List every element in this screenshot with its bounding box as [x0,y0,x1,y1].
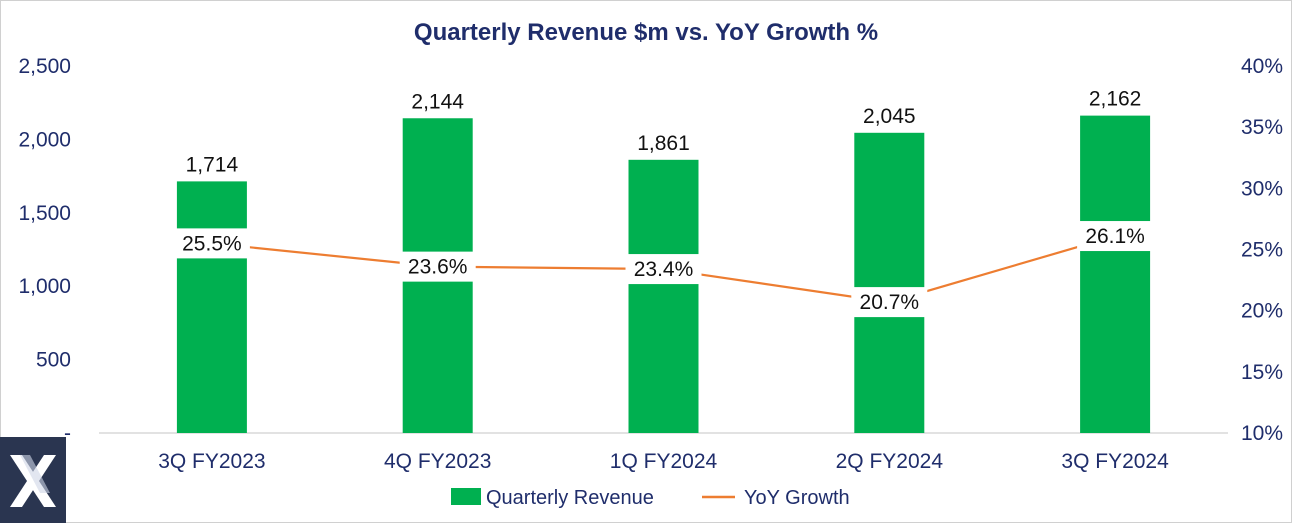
x-logo-icon [0,437,66,523]
x-axis-tick-label: 4Q FY2023 [384,450,491,473]
point-label-background [173,228,250,259]
x-axis-tick-label: 3Q FY2024 [1061,450,1169,473]
left-axis-tick-label: 2,000 [18,128,71,151]
right-axis-tick-label: 25% [1241,239,1283,262]
left-axis-tick-label: 1,500 [18,202,71,225]
right-axis-tick-label: 40% [1241,55,1283,78]
point-label-background [625,254,702,285]
legend-label-quarterly-revenue: Quarterly Revenue [486,487,654,509]
right-axis-tick-label: 20% [1241,300,1283,323]
left-axis-tick-label: 2,500 [18,55,71,78]
legend-swatch-quarterly-revenue [451,488,481,505]
legend: Quarterly Revenue YoY Growth [451,487,850,509]
bar-value-label: 2,144 [411,90,464,113]
left-axis-tick-label: - [64,422,71,445]
bar-value-label: 2,162 [1089,88,1142,111]
left-axis: - 500 1,000 1,500 2,000 2,500 [18,55,71,445]
line-series: 25.5% 23.6% 23.4% 20.7% 26.1% [173,221,1154,318]
right-axis-tick-label: 35% [1241,116,1283,139]
right-axis-tick-label: 15% [1241,361,1283,384]
left-axis-tick-label: 1,000 [18,275,71,298]
legend-label-yoy-growth: YoY Growth [744,487,850,509]
yoy-growth-point-label: 20.7% [860,291,920,314]
yoy-growth-point-label: 23.4% [634,258,694,281]
bar-series: 1,714 2,144 1,861 2,045 2,162 [176,88,1151,433]
bar-quarterly-revenue [628,159,699,433]
right-axis-tick-label: 30% [1241,177,1283,200]
yoy-growth-point-label: 26.1% [1085,225,1145,248]
x-axis-tick-label: 1Q FY2024 [610,450,718,473]
point-label-background [1077,221,1154,252]
bar-quarterly-revenue [1080,115,1151,433]
chart-title: Quarterly Revenue $m vs. YoY Growth % [414,19,878,46]
bar-value-label: 2,045 [863,105,916,128]
x-axis: 3Q FY2023 4Q FY2023 1Q FY2024 2Q FY2024 3Q F… [158,450,1169,473]
bar-value-label: 1,861 [637,132,690,155]
yoy-growth-point-label: 25.5% [182,232,242,255]
bar-value-label: 1,714 [186,153,239,176]
right-axis-tick-label: 10% [1241,422,1283,445]
yoy-growth-point-label: 23.6% [408,256,468,279]
bar-quarterly-revenue [176,181,247,433]
x-axis-tick-label: 2Q FY2024 [836,450,944,473]
right-axis: 10% 15% 20% 25% 30% 35% 40% [1241,55,1283,445]
left-axis-tick-label: 500 [36,349,71,372]
point-label-background [851,287,928,318]
brand-logo [0,437,66,523]
point-label-background [399,251,476,282]
x-axis-tick-label: 3Q FY2023 [158,450,265,473]
bar-quarterly-revenue [854,132,925,433]
